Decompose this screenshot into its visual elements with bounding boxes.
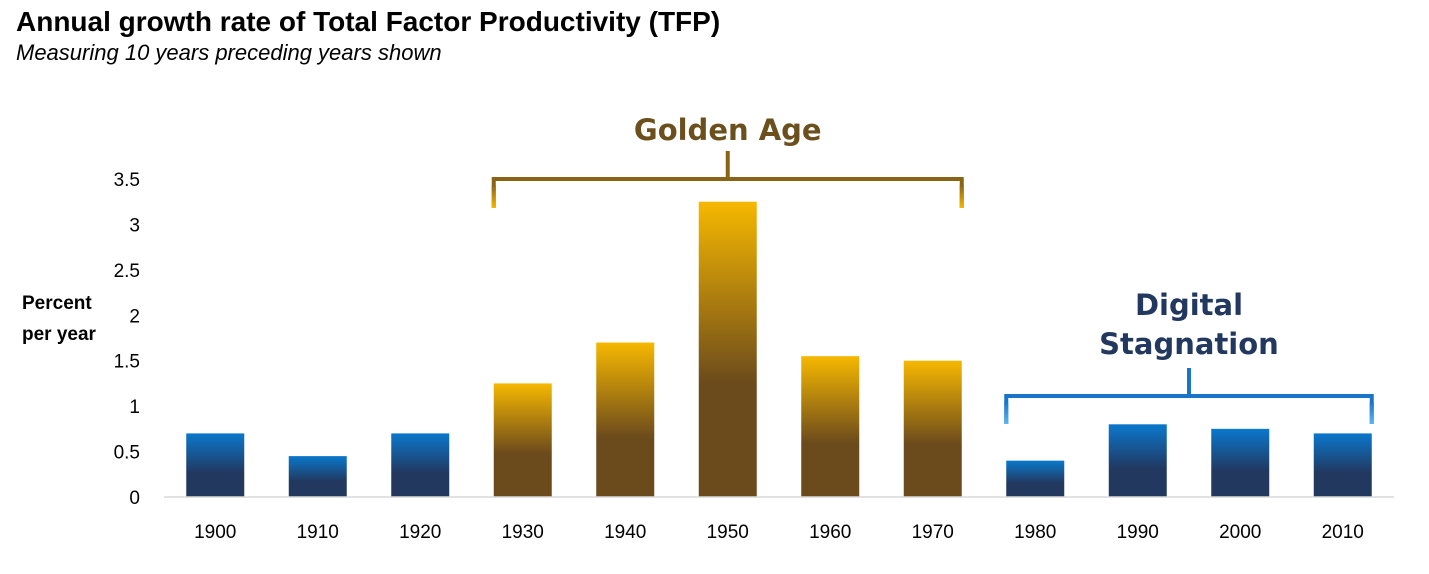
y-tick-label: 3.5 xyxy=(114,170,140,191)
bar-1920 xyxy=(391,433,450,497)
x-tick-label: 1960 xyxy=(809,522,851,543)
x-tick-label: 1910 xyxy=(297,522,339,543)
bars-group xyxy=(186,201,1372,497)
y-tick-label: 1.5 xyxy=(114,352,140,373)
bar-1950 xyxy=(698,201,757,497)
x-tick-label: 2010 xyxy=(1322,522,1364,543)
bar-2010 xyxy=(1313,433,1372,497)
annotations-group: Golden Age Digital Stagnation xyxy=(491,113,1374,424)
bar-1990 xyxy=(1108,424,1167,497)
y-axis-label: Percent per year xyxy=(22,288,96,350)
x-tick-label: 1970 xyxy=(912,522,954,543)
golden-age-bracket-right-tip xyxy=(959,185,964,208)
y-axis-label-line-1: Percent xyxy=(22,293,92,314)
x-tick-label: 1940 xyxy=(604,522,646,543)
bar-2000 xyxy=(1211,428,1270,497)
digital-stagnation-bracket-right-tip xyxy=(1369,402,1374,424)
y-tick-labels: 0 0.5 1 1.5 2 2.5 3 3.5 xyxy=(114,170,140,509)
x-tick-labels: 1900 1910 1920 1930 1940 1950 1960 1970 1980 1990… xyxy=(194,522,1364,543)
bar-1930 xyxy=(493,383,552,497)
x-tick-label: 1920 xyxy=(399,522,441,543)
x-tick-label: 1930 xyxy=(502,522,544,543)
digital-stagnation-bracket-left-tip xyxy=(1004,402,1009,424)
x-tick-label: 2000 xyxy=(1219,522,1261,543)
bar-1970 xyxy=(903,360,962,497)
y-tick-label: 1 xyxy=(129,397,140,418)
golden-age-annotation: Golden Age xyxy=(491,113,964,208)
digital-stagnation-label: Digital xyxy=(1135,288,1243,322)
x-tick-label: 1950 xyxy=(707,522,749,543)
y-tick-label: 0 xyxy=(129,488,140,509)
y-tick-label: 2.5 xyxy=(114,261,140,282)
golden-age-bracket-left-tip xyxy=(491,185,496,208)
y-tick-label: 0.5 xyxy=(114,443,140,464)
bar-1940 xyxy=(596,342,655,497)
digital-stagnation-label: Stagnation xyxy=(1099,327,1279,361)
y-tick-label: 2 xyxy=(129,306,140,327)
bar-1910 xyxy=(288,456,347,497)
chart-subtitle: Measuring 10 years preceding years shown xyxy=(16,40,442,65)
x-tick-label: 1990 xyxy=(1117,522,1159,543)
chart-title: Annual growth rate of Total Factor Produ… xyxy=(16,6,721,37)
x-tick-label: 1900 xyxy=(194,522,236,543)
x-tick-label: 1980 xyxy=(1014,522,1056,543)
bar-1900 xyxy=(186,433,245,497)
golden-age-label: Golden Age xyxy=(634,113,822,147)
digital-stagnation-annotation: Digital Stagnation xyxy=(1004,288,1374,424)
y-tick-label: 3 xyxy=(129,215,140,236)
bar-1960 xyxy=(801,356,860,497)
digital-stagnation-bracket xyxy=(1004,394,1374,424)
bar-1980 xyxy=(1006,460,1065,497)
y-axis-label-line-2: per year xyxy=(22,324,96,345)
